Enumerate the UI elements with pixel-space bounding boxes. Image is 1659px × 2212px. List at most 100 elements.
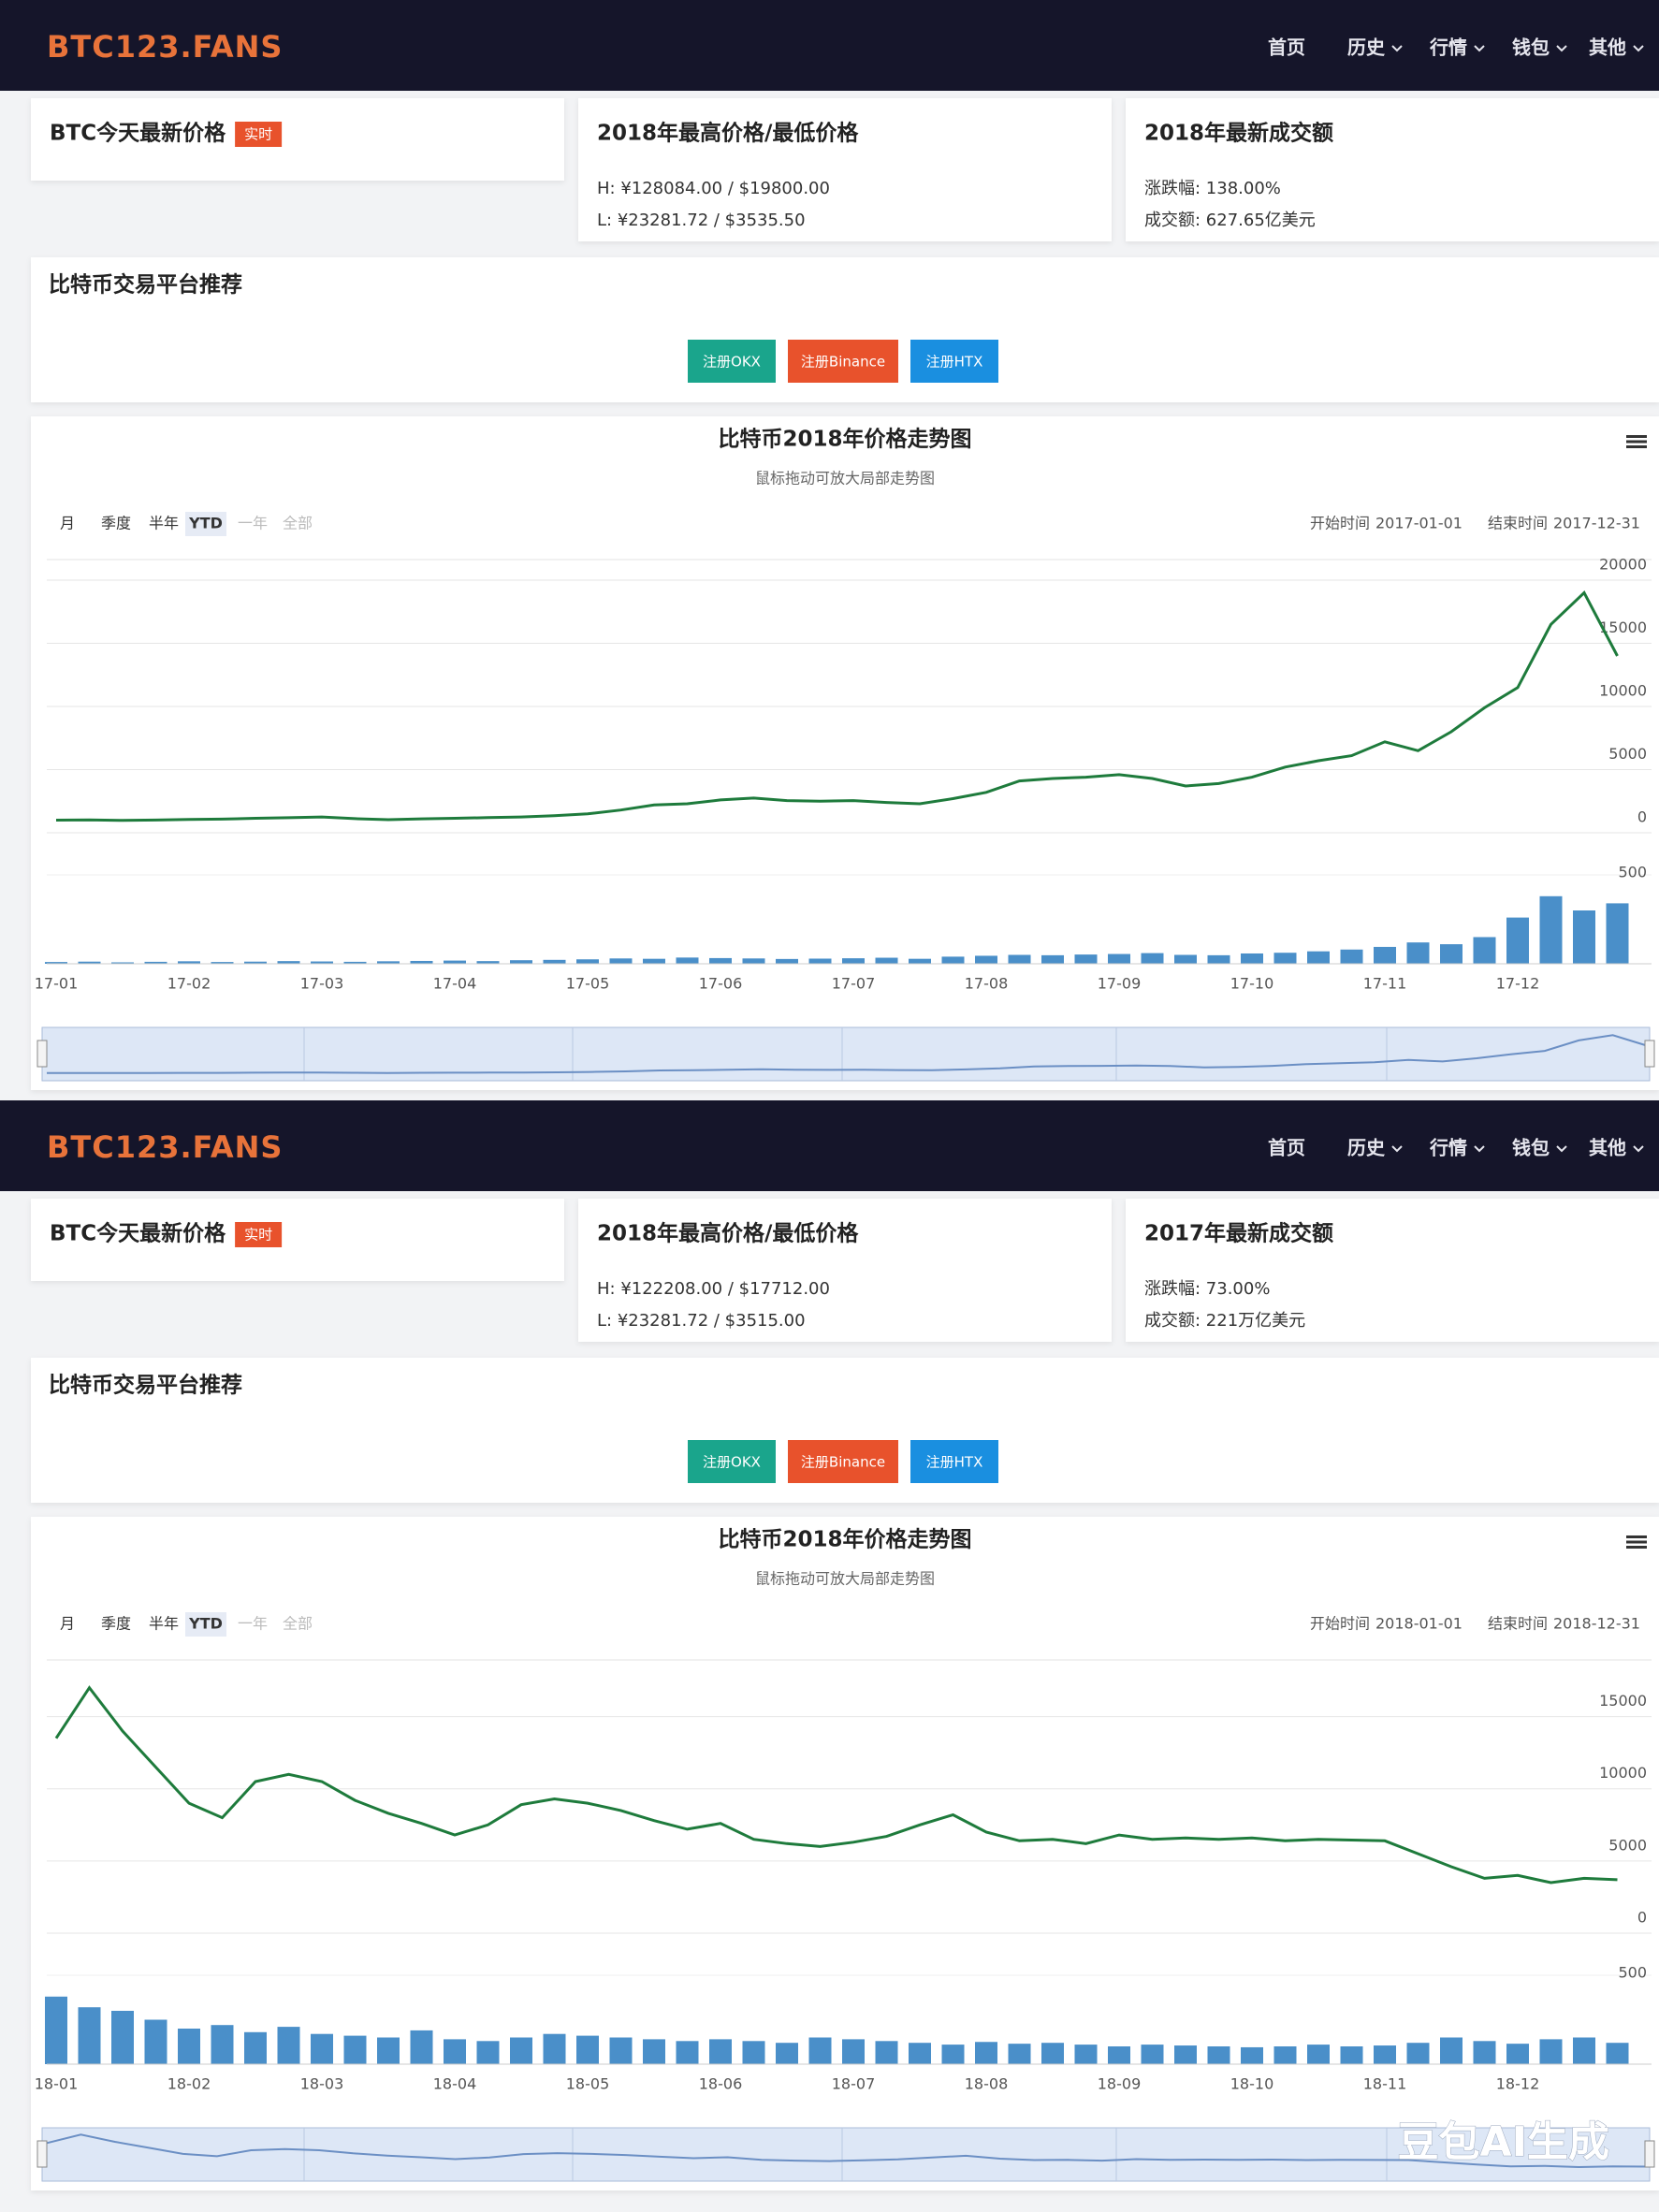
navigator-handle[interactable]: [1644, 1040, 1655, 1068]
nav-item[interactable]: 首页: [1268, 36, 1305, 59]
menu-icon[interactable]: [1626, 1535, 1647, 1538]
platform-button-label[interactable]: 注册HTX: [926, 354, 983, 371]
platform-button[interactable]: [688, 340, 776, 383]
volume-bar: [144, 961, 167, 964]
x-tick-label: 17-05: [566, 975, 610, 993]
date-label: 开始时间: [1310, 515, 1370, 532]
x-tick-label: 17-07: [832, 975, 876, 993]
volume-bar: [609, 2037, 633, 2064]
range-button[interactable]: 月: [60, 515, 75, 532]
nav-item[interactable]: 钱包: [1512, 36, 1550, 59]
date-input[interactable]: 2017-12-31: [1553, 515, 1640, 532]
navigator[interactable]: [41, 2127, 1651, 2182]
volume-bar: [1539, 2039, 1563, 2064]
volume-bar: [1573, 910, 1595, 964]
volume-bar: [277, 2027, 300, 2064]
range-button[interactable]: 半年: [149, 1615, 179, 1633]
x-tick-label: 18-02: [167, 2075, 211, 2093]
volume-bar: [1041, 2043, 1064, 2064]
platform-button-label[interactable]: 注册OKX: [703, 1454, 761, 1471]
date-label: 结束时间: [1488, 515, 1548, 532]
volume-tick-label: 500: [1618, 864, 1647, 881]
nav-item[interactable]: 历史: [1347, 36, 1386, 59]
range-button[interactable]: YTD: [188, 1615, 223, 1633]
platform-button[interactable]: [788, 340, 898, 383]
range-button-bg: [185, 512, 226, 536]
nav-item[interactable]: 历史: [1347, 1137, 1386, 1159]
logo[interactable]: BTC123.FANS: [47, 1129, 283, 1165]
volume-bar: [1008, 2044, 1031, 2064]
nav-item[interactable]: 行情: [1429, 36, 1467, 59]
nav-item[interactable]: 其他: [1589, 1137, 1626, 1159]
nav-item[interactable]: 其他: [1589, 36, 1626, 59]
volume-bar: [144, 2019, 167, 2064]
range-button[interactable]: YTD: [188, 515, 223, 532]
range-button[interactable]: 全部: [283, 515, 313, 532]
range-button[interactable]: 一年: [238, 515, 268, 532]
volume-tick-label: 500: [1618, 1964, 1647, 1982]
chart-subtitle: 鼠标拖动可放大局部走势图: [755, 1570, 935, 1588]
platform-button-label[interactable]: 注册OKX: [703, 354, 761, 371]
menu-icon[interactable]: [1626, 1546, 1647, 1549]
platform-button[interactable]: [910, 1440, 998, 1483]
card-line: 成交额: 221万亿美元: [1144, 1311, 1305, 1331]
date-input[interactable]: 2018-01-01: [1375, 1615, 1463, 1633]
info-card: [31, 1199, 564, 1281]
volume-bar: [78, 2007, 101, 2064]
platform-button[interactable]: [788, 1440, 898, 1483]
y-tick-label: 15000: [1599, 1692, 1647, 1710]
range-button[interactable]: 半年: [149, 515, 179, 532]
platform-button-label[interactable]: 注册Binance: [801, 1454, 885, 1471]
y-tick-label: 0: [1637, 808, 1647, 826]
volume-bar: [45, 1996, 67, 2064]
platform-button[interactable]: [688, 1440, 776, 1483]
date-input[interactable]: 2017-01-01: [1375, 515, 1463, 532]
range-button[interactable]: 全部: [283, 1615, 313, 1633]
menu-icon[interactable]: [1626, 1540, 1647, 1544]
volume-bar: [1041, 954, 1064, 964]
info-card: [1126, 98, 1659, 241]
logo[interactable]: BTC123.FANS: [47, 29, 283, 65]
volume-bar: [1241, 953, 1263, 964]
volume-bar: [111, 2011, 134, 2064]
price-line: [54, 1685, 1618, 1885]
range-button-bg: [185, 1612, 226, 1637]
menu-icon[interactable]: [1626, 435, 1647, 438]
nav-caret: [1633, 1145, 1644, 1153]
chart-card: [31, 416, 1659, 1090]
navigator-handle[interactable]: [36, 2140, 48, 2168]
navigator-handle[interactable]: [36, 1040, 48, 1068]
volume-bar: [1406, 2043, 1430, 2064]
volume-bar: [1174, 2045, 1197, 2064]
volume-bar: [776, 958, 798, 964]
x-tick-label: 18-04: [433, 2075, 477, 2093]
date-input[interactable]: 2018-12-31: [1553, 1615, 1640, 1633]
volume-bar: [510, 960, 532, 964]
menu-icon[interactable]: [1626, 440, 1647, 444]
x-tick-label: 17-02: [167, 975, 211, 993]
nav-item[interactable]: 钱包: [1512, 1137, 1550, 1159]
volume-bar: [476, 2041, 500, 2064]
platform-button-label[interactable]: 注册HTX: [926, 1454, 983, 1471]
platform-button-label[interactable]: 注册Binance: [801, 354, 885, 371]
volume-bar: [1440, 2037, 1463, 2064]
range-button[interactable]: 季度: [101, 515, 131, 532]
volume-bar: [1506, 917, 1529, 964]
range-button[interactable]: 一年: [238, 1615, 268, 1633]
volume-bar: [410, 2030, 433, 2064]
navigator-handle[interactable]: [1644, 2140, 1655, 2168]
card-title: BTC今天最新价格: [50, 121, 226, 146]
badge: 实时: [244, 1227, 272, 1244]
range-button[interactable]: 月: [60, 1615, 75, 1633]
volume-bar: [643, 2039, 665, 2064]
range-button[interactable]: 季度: [101, 1615, 131, 1633]
nav-item[interactable]: 行情: [1429, 1137, 1467, 1159]
navigator-line: [46, 1034, 1648, 1074]
menu-icon[interactable]: [1626, 445, 1647, 448]
volume-bar: [311, 961, 333, 964]
platform-button[interactable]: [910, 340, 998, 383]
volume-bar: [1273, 953, 1297, 964]
volume-bar: [1473, 937, 1496, 964]
nav-item[interactable]: 首页: [1268, 1137, 1305, 1159]
card-line: L: ¥23281.72 / $3535.50: [597, 211, 806, 230]
